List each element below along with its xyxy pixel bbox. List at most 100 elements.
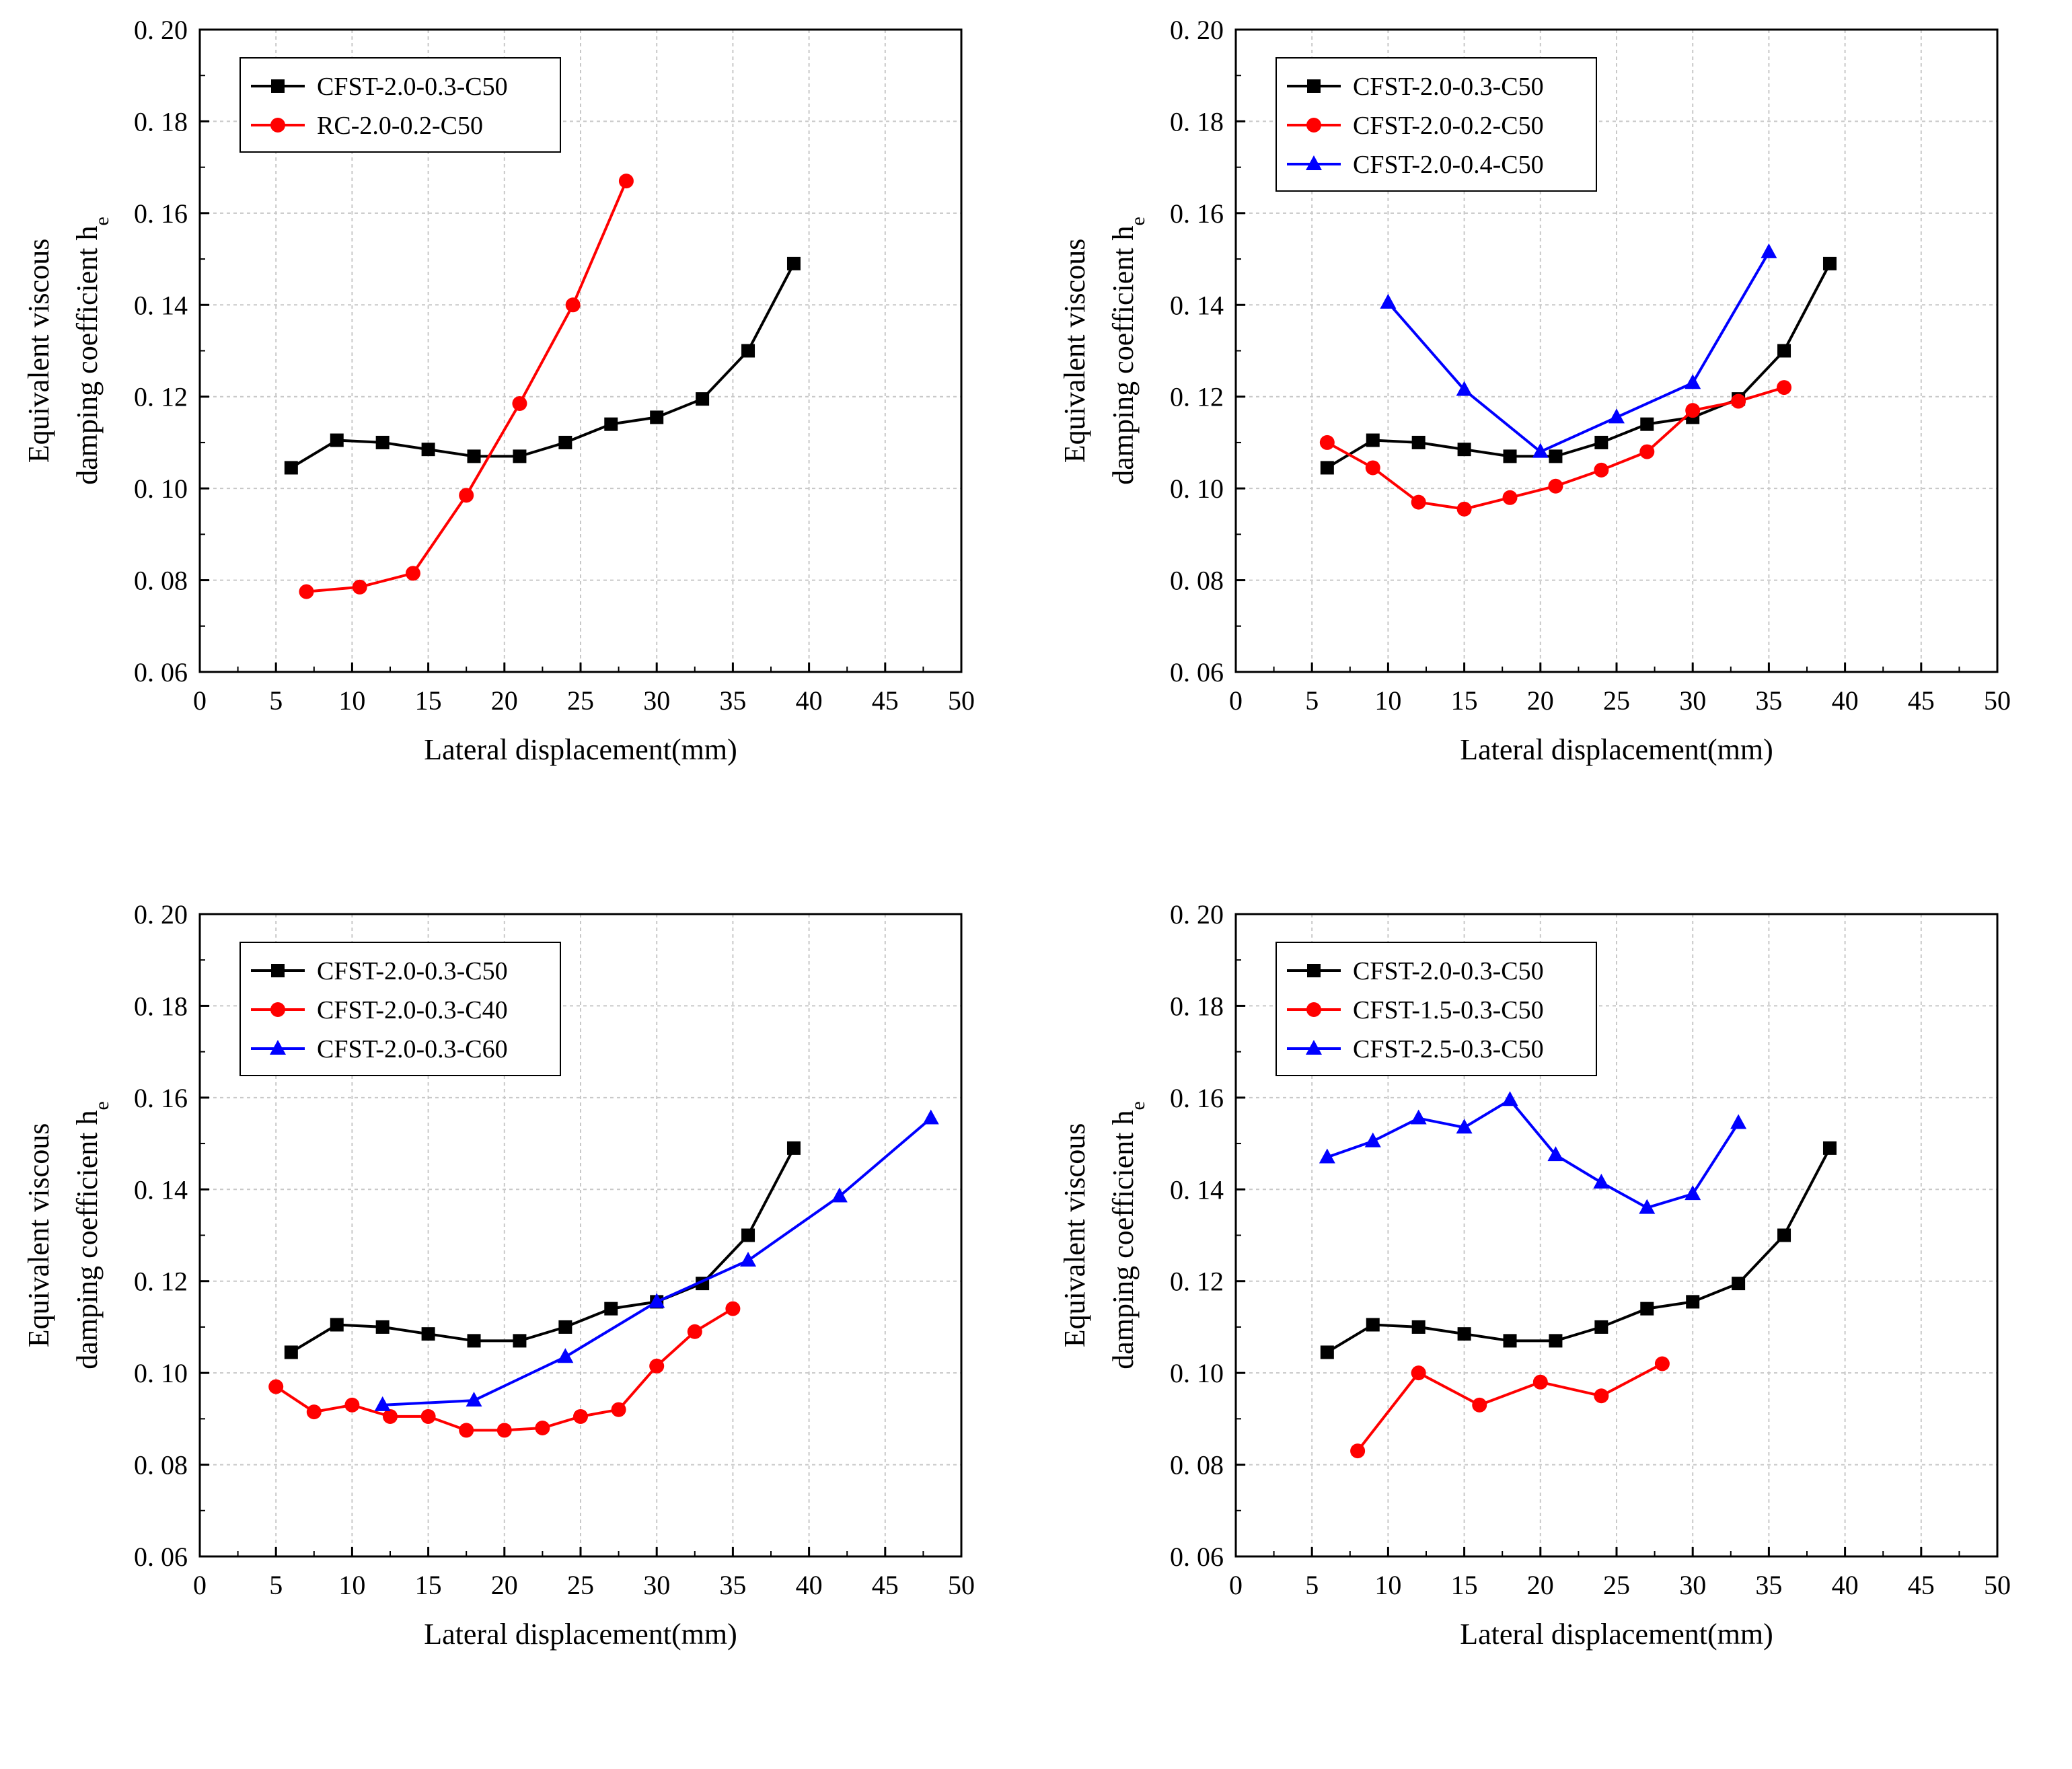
data-point (268, 1379, 284, 1394)
data-point (330, 433, 344, 447)
data-point (420, 1408, 436, 1424)
x-tick-label: 50 (1984, 685, 2011, 716)
data-point (1594, 1388, 1609, 1404)
series-CFST-2.5-0.3-C50 (1319, 1091, 1747, 1214)
data-point (1319, 1148, 1335, 1164)
x-tick-label: 30 (643, 685, 670, 716)
data-point (1457, 1327, 1471, 1341)
x-tick-label: 35 (1755, 685, 1782, 716)
x-tick-label: 0 (1229, 1570, 1243, 1600)
data-point (1411, 435, 1426, 449)
legend-marker (1306, 1040, 1322, 1055)
data-point (383, 1408, 398, 1424)
data-point (513, 1334, 527, 1348)
x-tick-label: 40 (1832, 1570, 1859, 1600)
x-tick-label: 40 (796, 685, 823, 716)
data-point (1730, 1114, 1747, 1129)
x-axis-title: Lateral displacement(mm) (424, 1618, 737, 1651)
y-tick-label: 0. 12 (134, 382, 188, 412)
data-point (573, 1408, 588, 1424)
y-axis-title-main: damping coefficient h (71, 1111, 104, 1369)
data-point (786, 1141, 801, 1155)
y-axis-title-line1: Equivalent viscous (22, 239, 55, 463)
data-point (725, 1301, 741, 1316)
y-tick-label: 0. 18 (134, 991, 188, 1021)
series-CFST-2.0-0.3-C60 (374, 1109, 939, 1411)
series-line (1356, 1362, 1663, 1452)
data-point (558, 435, 572, 449)
x-tick-label: 15 (1451, 685, 1478, 716)
data-point (565, 297, 581, 313)
y-tick-label: 0. 14 (1170, 290, 1224, 320)
data-point (1685, 1185, 1701, 1201)
x-tick-label: 5 (1305, 685, 1319, 716)
data-point (513, 449, 527, 463)
x-tick-label: 45 (1908, 685, 1935, 716)
data-point (512, 396, 527, 411)
x-tick-label: 35 (1755, 1570, 1782, 1600)
data-point (1608, 408, 1625, 424)
data-point (1685, 403, 1701, 418)
legend-label: CFST-2.0-0.2-C50 (1353, 112, 1544, 140)
y-axis-title-main: damping coefficient h (1107, 1111, 1140, 1369)
data-point (1822, 256, 1837, 270)
legend-label: CFST-2.0-0.3-C50 (1353, 957, 1544, 985)
data-point (405, 566, 420, 581)
chart-svg-3: 0 5 10 15 20 25 30 35 40 45 50 0. 06 0. 08 0. 10 0. 12… (22, 899, 975, 1651)
data-point (1822, 1141, 1837, 1155)
data-point (1549, 449, 1563, 463)
legend-label: CFST-2.0-0.4-C50 (1353, 151, 1544, 179)
data-point (740, 1252, 757, 1267)
y-axis-title-line2: damping coefficient he (1107, 217, 1149, 485)
data-point (1777, 380, 1792, 396)
chart-svg-1: 0 5 10 15 20 25 30 35 40 45 50 0. 06 0. 08 0. 10 0. 12… (22, 15, 975, 766)
legend-marker (1307, 79, 1321, 93)
data-point (557, 1348, 574, 1363)
data-point (1532, 1374, 1548, 1390)
x-tick-label: 30 (1679, 1570, 1706, 1600)
x-tick-label: 5 (269, 685, 283, 716)
y-tick-label: 0. 20 (1170, 899, 1224, 930)
y-tick-label: 0. 12 (134, 1267, 188, 1297)
data-point (1366, 433, 1380, 447)
chart-panel-1: 0 5 10 15 20 25 30 35 40 45 50 0. 06 0. 08 0. 10 0. 12… (0, 0, 1036, 884)
data-point (467, 1334, 481, 1348)
x-axis-title: Lateral displacement(mm) (424, 733, 737, 766)
data-point (421, 443, 435, 457)
y-tick-label: 0. 16 (134, 198, 188, 229)
data-point (1457, 443, 1471, 457)
y-tick-label: 0. 16 (1170, 198, 1224, 229)
data-point (1411, 494, 1426, 510)
axis-ticks: 0 5 10 15 20 25 30 35 40 45 50 0. 06 0. 08 0. 10 0. 12… (134, 15, 975, 716)
data-point (1532, 443, 1549, 458)
x-tick-label: 0 (1229, 685, 1243, 716)
y-tick-label: 0. 18 (1170, 106, 1224, 137)
x-tick-label: 10 (338, 685, 365, 716)
data-point (786, 256, 801, 270)
y-tick-label: 0. 06 (1170, 657, 1224, 687)
legend-marker (271, 964, 285, 977)
x-tick-label: 40 (1832, 685, 1859, 716)
data-point (1502, 490, 1518, 505)
data-point (466, 1392, 482, 1407)
y-tick-label: 0. 06 (1170, 1542, 1224, 1572)
data-point (1320, 461, 1334, 475)
x-tick-label: 50 (948, 685, 975, 716)
data-point (1365, 460, 1380, 476)
data-point (741, 344, 755, 358)
y-axis-title-line2: damping coefficient he (71, 1101, 113, 1369)
series-CFST-1.5-0.3-C50 (1350, 1356, 1670, 1459)
y-tick-label: 0. 12 (1170, 1267, 1224, 1297)
data-point (1456, 1119, 1473, 1134)
legend: CFST-2.0-0.3-C50 CFST-2.0-0.2-C50 CFST-2.0… (1275, 57, 1597, 192)
x-tick-label: 45 (1908, 1570, 1935, 1600)
y-axis-title-line1: Equivalent viscous (1058, 1123, 1091, 1348)
x-tick-label: 25 (1603, 1570, 1630, 1600)
data-point (618, 174, 634, 189)
data-point (330, 1318, 344, 1332)
data-point (1594, 462, 1609, 478)
legend-label: CFST-2.0-0.3-C50 (1353, 73, 1544, 101)
data-point (1364, 1132, 1381, 1147)
data-point (459, 1423, 474, 1438)
